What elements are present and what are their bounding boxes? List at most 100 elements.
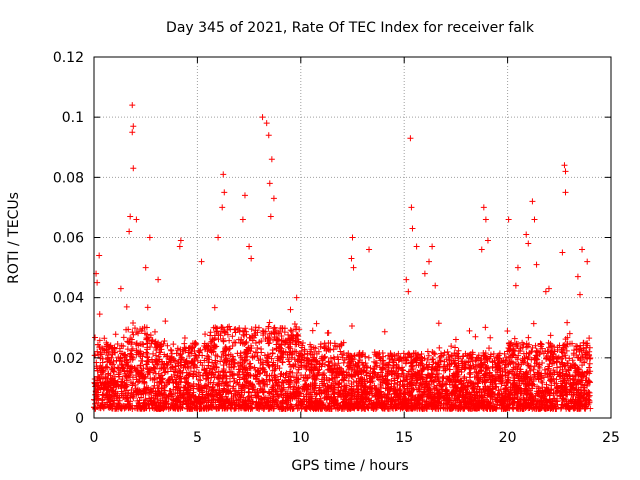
data-point: [547, 349, 554, 356]
data-point: [190, 362, 197, 369]
data-point: [430, 356, 437, 363]
data-point: [293, 323, 300, 330]
data-point: [217, 358, 224, 365]
data-point: [207, 329, 214, 336]
data-point: [287, 327, 294, 334]
data-point: [239, 359, 246, 366]
data-point: [329, 388, 336, 395]
data-point: [381, 328, 388, 335]
data-point: [299, 342, 306, 349]
data-point: [269, 349, 276, 356]
data-point: [502, 354, 509, 361]
data-point: [144, 304, 151, 311]
data-point: [364, 364, 371, 371]
data-point: [231, 360, 238, 367]
data-point: [415, 385, 422, 392]
data-point: [365, 354, 372, 361]
data-point: [133, 376, 140, 383]
data-point: [92, 334, 99, 341]
data-point: [379, 349, 386, 356]
data-point: [458, 358, 465, 365]
data-point: [340, 359, 347, 366]
data-point: [458, 366, 465, 373]
data-point: [536, 351, 543, 358]
data-point: [579, 353, 586, 360]
data-point: [419, 397, 426, 404]
data-point: [181, 334, 188, 341]
data-point: [475, 380, 482, 387]
data-point: [285, 358, 292, 365]
data-point: [379, 365, 386, 372]
data-point: [270, 393, 277, 400]
data-point: [138, 394, 145, 401]
data-point: [510, 359, 517, 366]
data-point: [164, 352, 171, 359]
data-point: [125, 373, 132, 380]
data-point: [435, 370, 442, 377]
data-point: [407, 353, 414, 360]
data-point: [101, 335, 108, 342]
data-point: [131, 325, 138, 332]
data-point: [538, 370, 545, 377]
data-point: [210, 379, 217, 386]
data-point: [222, 345, 229, 352]
data-point: [171, 357, 178, 364]
data-point: [163, 353, 170, 360]
data-point: [372, 363, 379, 370]
data-point: [96, 311, 103, 318]
data-point: [141, 324, 148, 331]
data-point: [426, 361, 433, 368]
data-point: [546, 344, 553, 351]
data-point: [193, 340, 200, 347]
data-point: [258, 349, 265, 356]
data-point: [226, 345, 233, 352]
data-point: [222, 343, 229, 350]
data-point: [504, 378, 511, 385]
data-point: [532, 342, 539, 349]
data-point: [442, 380, 449, 387]
data-point: [213, 325, 220, 332]
data-point: [229, 333, 236, 340]
data-point: [295, 358, 302, 365]
data-point: [202, 331, 209, 338]
data-point: [340, 339, 347, 346]
data-point: [112, 331, 119, 338]
data-point: [446, 366, 453, 373]
data-point: [155, 353, 162, 360]
data-point: [226, 337, 233, 344]
data-point: [430, 350, 437, 357]
data-point: [455, 347, 462, 354]
data-point: [327, 355, 334, 362]
data-point: [94, 348, 101, 355]
data-point: [489, 365, 496, 372]
data-point: [211, 304, 218, 311]
data-point: [455, 355, 462, 362]
data-point: [125, 389, 132, 396]
data-point: [322, 353, 329, 360]
data-point: [262, 336, 269, 343]
data-point: [482, 324, 489, 331]
data-point: [205, 362, 212, 369]
data-point: [541, 366, 548, 373]
data-point: [170, 379, 177, 386]
data-point: [579, 362, 586, 369]
data-point: [262, 328, 269, 335]
data-point: [193, 354, 200, 361]
data-point: [229, 353, 236, 360]
data-point: [231, 339, 238, 346]
data-point: [383, 394, 390, 401]
data-point: [266, 319, 273, 326]
data-point: [103, 399, 110, 406]
data-point: [97, 386, 104, 393]
data-point: [143, 349, 150, 356]
data-point: [321, 380, 328, 387]
data-point: [410, 350, 417, 357]
data-point: [181, 361, 188, 368]
data-point: [252, 376, 259, 383]
data-point: [199, 362, 206, 369]
data-point: [520, 350, 527, 357]
data-point: [425, 352, 432, 359]
data-point: [258, 337, 265, 344]
data-point: [525, 334, 532, 341]
data-point: [504, 327, 511, 334]
